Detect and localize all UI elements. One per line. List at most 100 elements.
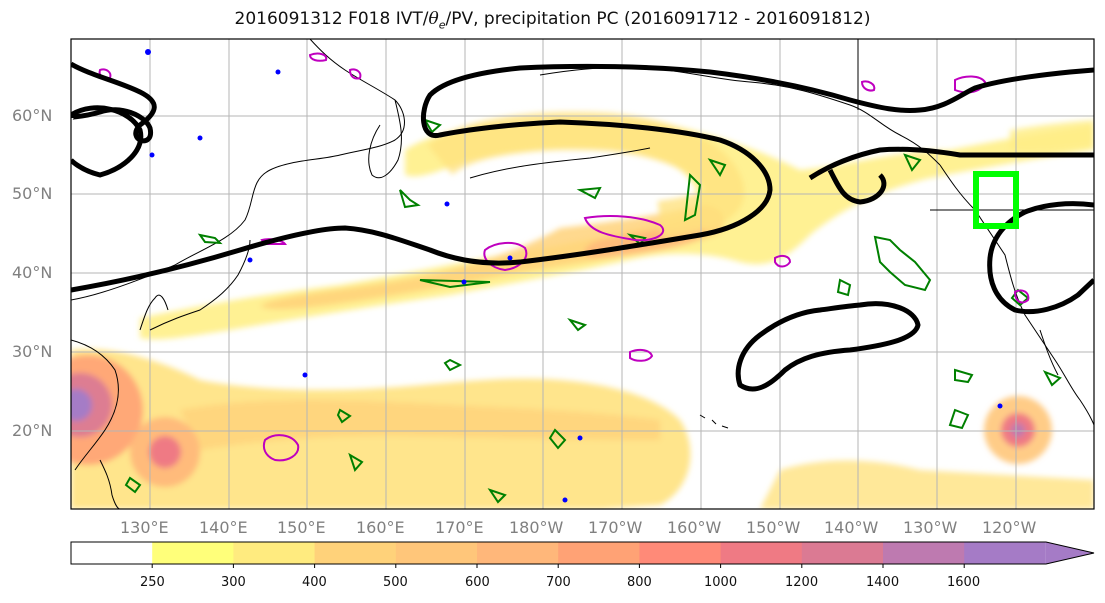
- lon-label-170e: 170°E: [435, 518, 484, 537]
- coast-japan: [149, 239, 251, 331]
- coast-baja: [1039, 329, 1059, 376]
- colorbar-swatch: [477, 542, 559, 564]
- colorbar-swatch: [883, 542, 965, 564]
- lon-label-140e: 140°E: [199, 518, 248, 537]
- ivt-contour-kamchatka-loop: [71, 105, 144, 178]
- colorbar-tick-700: 700: [546, 575, 571, 590]
- colorbar-tick-400: 400: [302, 575, 327, 590]
- lon-label-160w: 160°W: [667, 518, 722, 537]
- theta-e-contour-18: [576, 186, 602, 200]
- coast-philippines: [99, 459, 121, 509]
- coast-hawaii: [699, 414, 729, 429]
- colorbar-tick-500: 500: [383, 575, 408, 590]
- pv-contour-12: [348, 68, 362, 80]
- pv-contour-2: [583, 215, 665, 242]
- ivt-typhoon-east-eye: [1011, 423, 1025, 437]
- colorbar-outline: [70, 541, 1095, 565]
- theta-e-contour-22: [567, 317, 588, 332]
- lon-label-180w: 180°W: [509, 518, 564, 537]
- lon-label-130w: 130°W: [903, 518, 958, 537]
- ivt-shading: [71, 111, 1094, 509]
- title-theta: θ: [428, 9, 439, 29]
- colorbar-tick-1600: 1600: [947, 575, 981, 590]
- colorbar-extend-arrow: [1046, 542, 1094, 564]
- pv-contour-5: [954, 75, 987, 94]
- colorbar-swatch: [314, 542, 397, 564]
- colorbar-tick-1200: 1200: [785, 575, 819, 590]
- pv-contour-10: [860, 80, 876, 92]
- lat-label-40n: 40°N: [12, 263, 53, 282]
- ivt-plume-north-core: [260, 205, 724, 310]
- theta-e-contour-6: [124, 476, 142, 494]
- theta-e-contour-2: [399, 189, 421, 209]
- ivt-ring: [427, 111, 745, 239]
- map-title: 2016091312 F018 IVT/θe/PV, precipitation…: [0, 9, 1105, 31]
- negative-pv-dots: [145, 49, 1003, 503]
- target-region-box: [973, 171, 1019, 229]
- ivt-contour-north-america: [987, 201, 1094, 315]
- colorbar-swatch: [639, 542, 722, 564]
- pv-contour-7: [1013, 289, 1030, 304]
- theta-e-contour-8: [707, 158, 727, 177]
- colorbar-tick-600: 600: [465, 575, 490, 590]
- ivt-contour-alaska-inner: [827, 168, 887, 205]
- theta-e-contour-9: [873, 235, 932, 292]
- colorbar-tick-1000: 1000: [704, 575, 738, 590]
- lat-label-30n: 30°N: [12, 342, 53, 361]
- coast-kamchatka: [368, 99, 402, 179]
- coastlines: [71, 39, 1094, 509]
- ivt-contour-westerly: [71, 63, 1094, 293]
- coast-asia: [71, 39, 405, 301]
- theta-e-contour-10: [836, 278, 852, 297]
- border-canada-us: [857, 39, 1094, 211]
- coast-china: [71, 339, 119, 471]
- lon-label-150e: 150°E: [277, 518, 326, 537]
- colorbar-swatch: [395, 542, 478, 564]
- theta-e-contour-13: [1042, 370, 1062, 387]
- map-frame: [70, 38, 1095, 510]
- lon-label-120w: 120°W: [982, 518, 1037, 537]
- theta-e-contour-12: [948, 408, 970, 430]
- pv-contour-4: [629, 348, 654, 362]
- map-area: [71, 39, 1094, 509]
- lon-label-140w: 140°W: [824, 518, 879, 537]
- ivt-east-pacific: [760, 460, 1094, 509]
- lon-label-130e: 130°E: [120, 518, 169, 537]
- colorbar-tick-250: 250: [140, 575, 165, 590]
- theta-e-contour-4: [336, 408, 352, 424]
- theta-e-contour-21: [903, 153, 922, 172]
- ivt-typhoon-west-eye: [71, 389, 92, 421]
- ivt-contour-east-pacific: [735, 301, 921, 392]
- colorbar-swatch: [720, 542, 803, 564]
- colorbar-tick-800: 800: [627, 575, 652, 590]
- ivt-typhoon-2-core: [149, 436, 181, 468]
- coast-aleutians: [469, 147, 651, 179]
- colorbar-swatch: [233, 542, 316, 564]
- title-suffix: /PV, precipitation PC (2016091712 - 2016…: [445, 9, 871, 29]
- title-theta-sub: e: [438, 18, 446, 32]
- colorbar-swatch: [964, 542, 1046, 564]
- colorbar-swatch: [71, 542, 153, 564]
- ivt-contour-nw-pacific: [808, 146, 1094, 181]
- theta-e-contour-11: [954, 368, 974, 384]
- pv-contour-6: [774, 254, 792, 268]
- colorbar-tick-300: 300: [221, 575, 246, 590]
- theta-e-contour-16: [487, 488, 507, 504]
- ivt-tropical-band: [180, 400, 660, 450]
- lat-label-20n: 20°N: [12, 421, 53, 440]
- colorbar-swatch: [152, 542, 234, 564]
- theta-e-contour-3: [443, 358, 463, 372]
- theta-e-contour-1: [197, 233, 223, 245]
- pv-contour-3: [262, 434, 300, 462]
- ivt-threshold-contours: [71, 61, 1094, 392]
- colorbar: [70, 541, 1095, 568]
- colorbar-tick-1400: 1400: [866, 575, 900, 590]
- lat-label-50n: 50°N: [12, 184, 53, 203]
- theta-e-contour-7: [683, 172, 702, 222]
- colorbar-swatch: [801, 542, 884, 564]
- lon-label-170w: 170°W: [588, 518, 643, 537]
- colorbar-swatch: [558, 542, 640, 564]
- theta-e-contour-19: [422, 118, 442, 134]
- ivt-east-north-plume: [1010, 120, 1094, 151]
